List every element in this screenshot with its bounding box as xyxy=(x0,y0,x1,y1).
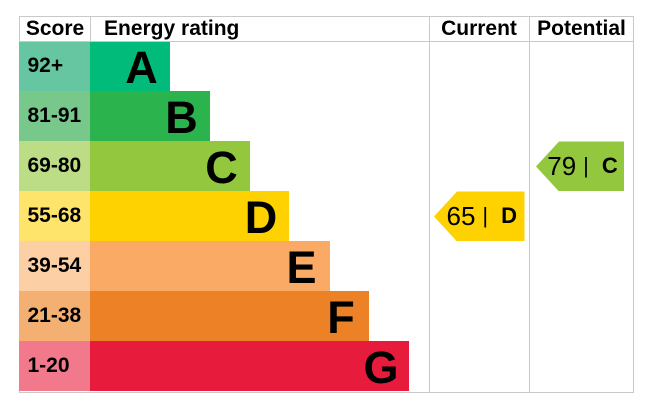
score-range-label: 92+ xyxy=(27,54,64,78)
band-row: 92+ A xyxy=(19,41,634,93)
band-letter: A xyxy=(125,41,158,93)
band-bar: C xyxy=(90,141,250,193)
score-range-label: 39-54 xyxy=(27,254,82,278)
header-score: Score xyxy=(25,17,85,40)
band-row: 1-20 G xyxy=(19,341,634,393)
band-row: 55-68 D xyxy=(19,191,634,243)
grid-score-divider xyxy=(90,16,91,42)
score-range-label: 81-91 xyxy=(27,104,82,128)
score-range-label: 55-68 xyxy=(27,204,82,228)
band-row: 81-91 B xyxy=(19,91,634,143)
current-rating-separator: | xyxy=(482,203,489,229)
band-letter: B xyxy=(165,91,198,143)
potential-rating-value: 79 xyxy=(547,150,577,181)
band-row: 69-80 C xyxy=(19,141,634,193)
grid-bottom-border xyxy=(19,392,634,393)
grid-right-border xyxy=(633,16,634,393)
band-row: 21-38 F xyxy=(19,291,634,343)
potential-rating-text: 79 | C xyxy=(542,151,618,182)
band-letter: F xyxy=(327,291,355,343)
band-bar: D xyxy=(90,191,289,243)
current-rating-text: 65 | D xyxy=(441,201,517,232)
header-current: Current xyxy=(441,17,517,40)
score-cell: 21-38 xyxy=(19,291,90,342)
current-rating-letter: D xyxy=(501,203,518,229)
band-letter: G xyxy=(363,341,399,393)
grid-top-border xyxy=(19,16,634,17)
score-cell: 39-54 xyxy=(19,241,90,292)
current-rating-value: 65 xyxy=(446,200,476,231)
score-cell: 92+ xyxy=(19,41,90,92)
score-cell: 69-80 xyxy=(19,141,90,192)
band-letter: C xyxy=(205,141,238,193)
band-row: 39-54 E xyxy=(19,241,634,293)
score-range-label: 69-80 xyxy=(27,154,82,178)
band-letter: E xyxy=(286,241,317,293)
header-energy-rating: Energy rating xyxy=(104,17,240,40)
band-bar: B xyxy=(90,91,210,143)
band-bar: E xyxy=(90,241,330,293)
header-potential: Potential xyxy=(537,17,626,40)
grid-potential-divider xyxy=(528,16,530,393)
potential-rating-letter: C xyxy=(601,153,618,179)
band-bar: A xyxy=(90,41,170,93)
epc-rating-chart: Score Energy rating Current Potential 92… xyxy=(19,16,634,393)
band-letter: D xyxy=(244,191,278,243)
score-range-label: 1-20 xyxy=(27,354,70,378)
band-bar: F xyxy=(90,291,369,343)
score-cell: 81-91 xyxy=(19,91,90,142)
header-row: Score Energy rating Current Potential xyxy=(19,16,634,42)
score-cell: 55-68 xyxy=(19,191,90,242)
score-cell: 1-20 xyxy=(19,341,90,392)
grid-current-divider xyxy=(428,16,430,393)
potential-rating-separator: | xyxy=(583,153,589,179)
band-rows: 92+ A 81-91 B 69-80 C 55-68 D 39-54 xyxy=(19,41,634,393)
band-bar: G xyxy=(90,341,409,393)
grid-header-divider xyxy=(19,41,634,42)
score-range-label: 21-38 xyxy=(27,304,82,328)
